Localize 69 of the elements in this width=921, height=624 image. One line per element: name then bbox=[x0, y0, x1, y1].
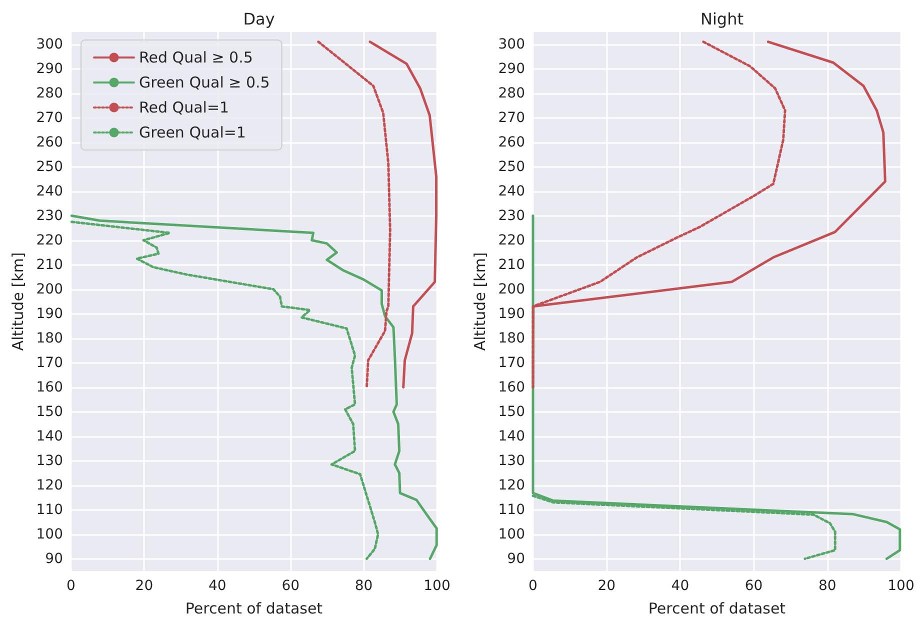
y-tick-label: 220 bbox=[36, 232, 63, 248]
y-tick-label: 160 bbox=[498, 379, 525, 396]
y-tick-label: 260 bbox=[36, 134, 63, 150]
y-tick-label: 210 bbox=[36, 256, 63, 273]
y-tick-label: 170 bbox=[498, 354, 525, 371]
y-tick-label: 190 bbox=[36, 306, 63, 322]
y-tick-label: 200 bbox=[498, 281, 525, 298]
y-tick-label: 90 bbox=[507, 550, 525, 567]
y-tick-label: 300 bbox=[36, 36, 63, 52]
x-tick-label: 20 bbox=[598, 578, 616, 594]
y-tick-label: 230 bbox=[36, 208, 63, 224]
y-tick-label: 240 bbox=[36, 183, 63, 200]
y-tick-label: 180 bbox=[36, 330, 63, 346]
y-tick-label: 90 bbox=[45, 550, 63, 567]
x-tick-label: 40 bbox=[671, 578, 690, 594]
y-tick-label: 100 bbox=[498, 526, 525, 542]
x-tick-label: 60 bbox=[282, 578, 300, 594]
y-tick-label: 250 bbox=[36, 158, 63, 175]
y-tick-label: 300 bbox=[498, 36, 525, 52]
y-axis-title: Altitude [km] bbox=[470, 252, 489, 351]
line-series bbox=[368, 40, 438, 388]
y-tick-label: 250 bbox=[498, 158, 525, 175]
y-tick-label: 180 bbox=[498, 330, 525, 346]
legend-label: Green Qual=1 bbox=[139, 124, 246, 142]
x-tick-label: 100 bbox=[888, 578, 914, 594]
legend-label: Green Qual ≥ 0.5 bbox=[139, 74, 270, 92]
y-tick-label: 260 bbox=[498, 134, 525, 150]
y-tick-label: 130 bbox=[36, 452, 63, 469]
x-tick-label: 80 bbox=[818, 578, 836, 594]
x-axis-title: Percent of dataset bbox=[185, 600, 323, 618]
y-tick-label: 270 bbox=[498, 110, 525, 126]
y-tick-label: 140 bbox=[36, 428, 63, 444]
x-tick-label: 100 bbox=[424, 578, 450, 594]
y-axis-title: Altitude [km] bbox=[8, 252, 27, 351]
x-axis-title: Percent of dataset bbox=[648, 600, 786, 618]
y-tick-label: 290 bbox=[36, 60, 63, 77]
y-tick-label: 110 bbox=[36, 502, 63, 518]
y-tick-label: 210 bbox=[498, 256, 525, 273]
y-tick-label: 150 bbox=[498, 404, 525, 420]
chart-title: Day bbox=[243, 10, 275, 28]
line-series bbox=[70, 214, 438, 560]
y-tick-label: 290 bbox=[498, 60, 525, 77]
legend-label: Red Qual ≥ 0.5 bbox=[139, 48, 253, 66]
x-tick-label: 20 bbox=[135, 578, 154, 594]
x-tick-label: 60 bbox=[744, 578, 763, 594]
y-tick-label: 110 bbox=[498, 502, 525, 518]
y-tick-label: 120 bbox=[498, 477, 525, 494]
y-tick-label: 280 bbox=[498, 85, 525, 102]
y-tick-label: 200 bbox=[36, 281, 63, 298]
y-tick-label: 230 bbox=[498, 208, 525, 224]
x-tick-label: 0 bbox=[66, 578, 76, 594]
y-tick-label: 240 bbox=[498, 183, 525, 200]
x-tick-label: 0 bbox=[528, 578, 538, 594]
y-tick-label: 150 bbox=[36, 404, 63, 420]
y-tick-label: 190 bbox=[498, 306, 525, 322]
chart-title: Night bbox=[700, 10, 744, 28]
y-tick-label: 170 bbox=[36, 354, 63, 371]
x-tick-label: 80 bbox=[354, 578, 373, 594]
legend-label: Red Qual=1 bbox=[139, 98, 230, 116]
y-tick-label: 280 bbox=[36, 85, 63, 102]
y-tick-label: 220 bbox=[498, 232, 525, 248]
y-tick-label: 140 bbox=[498, 428, 525, 444]
y-tick-label: 120 bbox=[36, 477, 63, 494]
y-tick-label: 160 bbox=[36, 379, 63, 396]
x-tick-label: 40 bbox=[208, 578, 226, 594]
line-series bbox=[317, 40, 392, 388]
y-tick-label: 270 bbox=[36, 110, 63, 126]
y-tick-label: 100 bbox=[36, 526, 63, 542]
y-tick-label: 130 bbox=[498, 452, 525, 469]
